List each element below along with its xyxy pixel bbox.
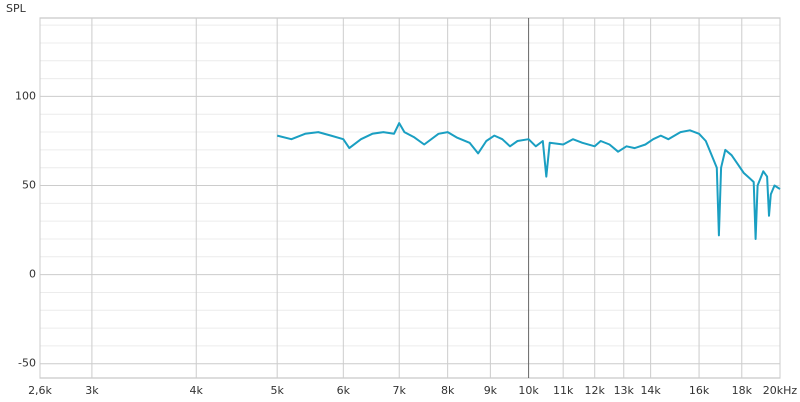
x-tick-label: 11k [553,384,574,397]
y-axis-title: SPL [6,2,27,15]
x-tick-label: 6k [337,384,351,397]
x-tick-label: 20kHz [763,384,798,397]
plot-area [39,17,781,379]
x-tick-label: 2,6k [28,384,52,397]
x-tick-label: 4k [190,384,204,397]
y-tick-label: -50 [18,357,36,370]
response-line [276,122,781,240]
y-tick-label: 100 [15,89,36,102]
x-tick-label: 9k [484,384,498,397]
x-tick-label: 5k [270,384,284,397]
x-tick-label: 3k [85,384,99,397]
y-tick-label: 0 [29,268,36,281]
x-tick-label: 10k [518,384,539,397]
x-tick-label: 12k [585,384,606,397]
x-tick-label: 7k [393,384,407,397]
x-tick-label: 16k [689,384,710,397]
x-tick-label: 18k [732,384,753,397]
x-tick-label: 8k [441,384,455,397]
x-tick-label: 13k [614,384,635,397]
y-tick-label: 50 [22,179,36,192]
x-tick-label: 14k [640,384,661,397]
